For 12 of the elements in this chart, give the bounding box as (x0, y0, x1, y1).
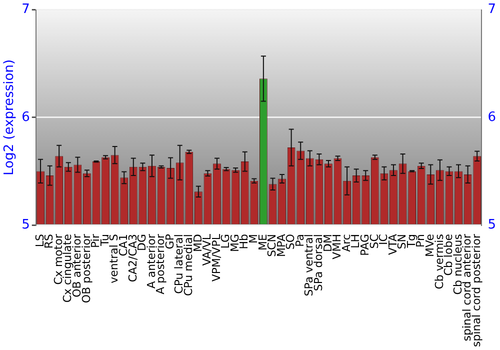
y2-tick-label: 7 (488, 2, 496, 18)
y-tick-label: 5 (22, 217, 30, 232)
y-tick-label: 6 (22, 110, 30, 125)
x-tick-label: MVe (424, 234, 436, 257)
y-axis-title: Log2 (expression) (2, 59, 18, 176)
y2-tick-label: 6 (488, 110, 496, 125)
x-tick-label: Tg (404, 234, 418, 249)
y-tick-label: 7 (22, 2, 30, 18)
x-tick-label: CPu medial (182, 234, 195, 296)
x-tick-label: A posterior (154, 234, 168, 294)
x-tick-label: OB posterior (80, 234, 93, 304)
y2-tick-label: 5 (488, 217, 496, 232)
